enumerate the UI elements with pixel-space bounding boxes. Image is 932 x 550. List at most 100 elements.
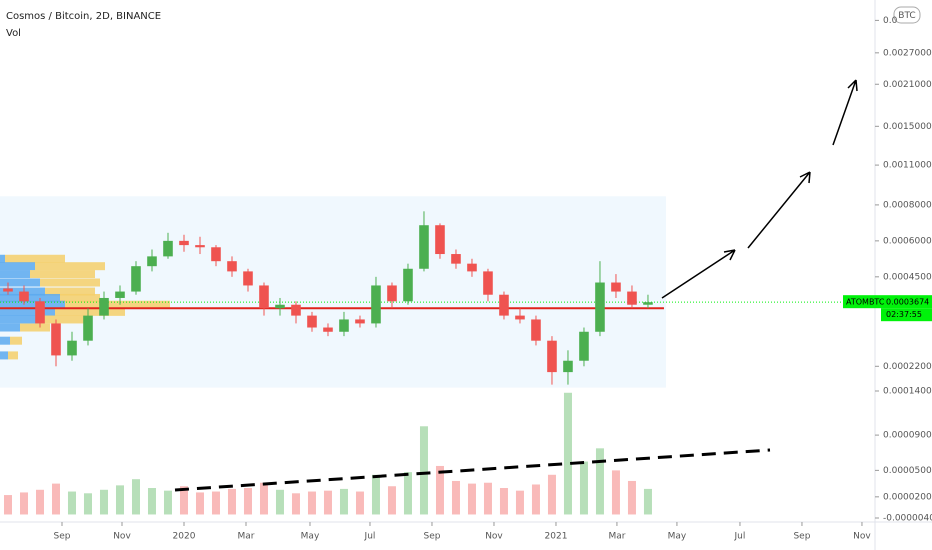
main-layer	[0, 211, 664, 385]
candle-body	[515, 315, 525, 320]
profile-up	[0, 300, 65, 309]
arrows	[661, 79, 858, 299]
volume-bar	[579, 461, 588, 515]
profile-up	[0, 293, 60, 302]
price-tag-countdown: 02:37:55	[886, 310, 922, 319]
profile-up	[0, 262, 35, 271]
profile-up	[0, 315, 40, 324]
candle-body	[611, 282, 621, 292]
y-tick-label: 0.0	[883, 16, 898, 26]
volume-bar	[227, 488, 236, 515]
y-tick-label: 0.0027000	[883, 48, 932, 58]
candle-body	[243, 271, 253, 286]
profile-down	[20, 323, 50, 332]
volume-bar	[355, 491, 364, 515]
profile-up	[0, 307, 55, 316]
volume-bar	[531, 484, 540, 515]
volume-bar	[243, 488, 252, 515]
profile-down	[45, 287, 95, 296]
x-tick-label: Sep	[54, 532, 71, 542]
candle-body	[531, 319, 541, 341]
candle-body	[131, 266, 141, 292]
y2-tick-label: -0.0000040	[883, 514, 932, 524]
candle-body	[467, 263, 477, 272]
range-zone	[0, 196, 666, 388]
profile-down	[5, 254, 65, 263]
chart-title: Cosmos / Bitcoin, 2D, BINANCE	[6, 11, 161, 22]
candle-body	[435, 225, 445, 255]
candle-body	[259, 285, 269, 309]
candle-body	[355, 319, 365, 324]
price-tag-symbol: ATOMBTC	[846, 298, 885, 307]
arrow	[661, 249, 736, 299]
volume-bar	[403, 472, 412, 515]
x-tick-label: May	[668, 532, 687, 542]
y-tick-label: 0.0006000	[883, 236, 932, 246]
price-tag	[843, 295, 932, 309]
profile-up	[0, 323, 20, 332]
candle-body	[115, 291, 125, 298]
volume-bar	[323, 490, 332, 515]
candle-body	[371, 285, 381, 324]
volume-bar	[67, 491, 76, 515]
candle-body	[83, 315, 93, 341]
x-tick-label: Jul	[734, 532, 746, 542]
y-tick-label: 0.0004500	[883, 272, 932, 282]
x-tick-label: Jul	[364, 532, 376, 542]
candle-body	[579, 331, 589, 361]
countdown-tag	[881, 308, 932, 322]
profile-down	[10, 336, 22, 345]
volume-bar	[419, 426, 428, 515]
volume-bar	[467, 483, 476, 515]
x-tick-label: Mar	[608, 532, 625, 542]
profile-down	[30, 270, 95, 279]
x-tick-label: Nov	[113, 532, 131, 542]
volume-bar	[307, 491, 316, 515]
candle-body	[179, 240, 189, 246]
x-tick-label: May	[301, 532, 320, 542]
volume-bar	[19, 492, 28, 515]
x-tick-label: Sep	[423, 532, 440, 542]
volume-bar	[371, 474, 380, 515]
currency-badge[interactable]	[893, 6, 921, 24]
volume-bar	[627, 480, 636, 515]
volume-bar	[195, 492, 204, 515]
candle-body	[67, 340, 77, 356]
candle-body	[403, 268, 413, 302]
volume-bar	[211, 491, 220, 515]
profile-down	[35, 262, 105, 271]
arrow	[747, 171, 811, 249]
x-tick-label: Sep	[793, 532, 810, 542]
profile-down	[40, 278, 100, 287]
candle-body	[99, 297, 109, 316]
y-tick-label: 0.0002200	[883, 362, 932, 372]
profile-up	[0, 270, 30, 279]
y-tick-label: 0.0015000	[883, 122, 932, 132]
profile-down	[40, 315, 85, 324]
profile-down	[60, 293, 100, 302]
volume-bar	[499, 488, 508, 515]
volume-bar	[3, 495, 12, 515]
volume-bar	[643, 488, 652, 515]
currency-label: BTC	[898, 11, 915, 21]
candle-body	[291, 304, 301, 316]
candle-body	[35, 301, 45, 324]
profile-up	[0, 254, 5, 263]
profile-up	[0, 336, 10, 345]
x-tick-label: Mar	[237, 532, 254, 542]
candle-body	[451, 254, 461, 264]
price-tag-value: 0.0003674	[886, 298, 929, 307]
candle-body	[163, 240, 173, 257]
volume-bar	[387, 486, 396, 515]
y-tick-label: 0.0021000	[883, 80, 932, 90]
candle-body	[483, 271, 493, 295]
y2-tick-label: 0.0001400	[883, 387, 932, 397]
candle-body	[227, 261, 237, 272]
candle-body	[547, 340, 557, 373]
volume-bar	[563, 392, 572, 515]
candle-body	[195, 245, 205, 248]
volume-bar	[339, 488, 348, 515]
y2-tick-label: 0.0000900	[883, 431, 932, 441]
volume-bar	[275, 489, 284, 515]
subtitle: Vol	[6, 28, 21, 39]
